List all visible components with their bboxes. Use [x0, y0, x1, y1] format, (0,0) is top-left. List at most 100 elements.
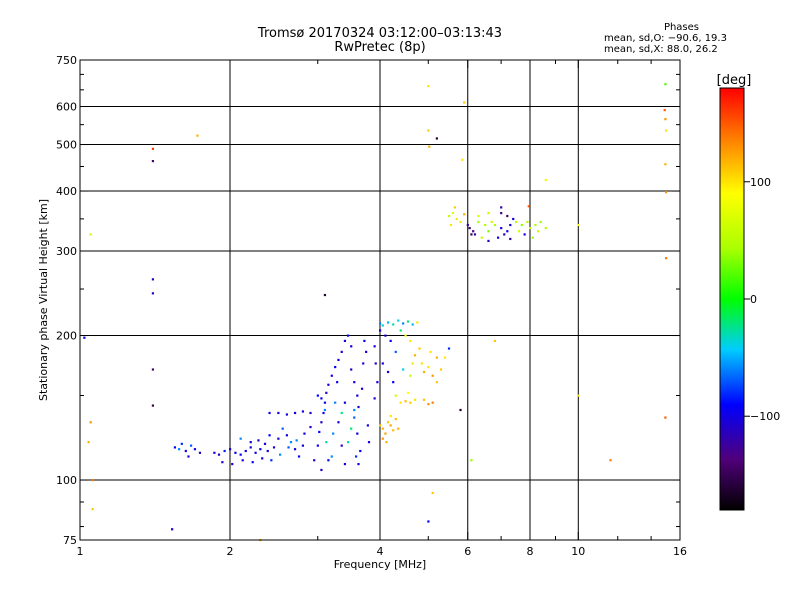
- data-point: [459, 408, 462, 412]
- y-tick-label: 400: [56, 185, 77, 198]
- data-point: [350, 368, 353, 371]
- data-point: [316, 444, 319, 447]
- data-point: [323, 408, 327, 412]
- data-point: [459, 220, 462, 224]
- colorbar: [deg] 100 0 −100: [717, 73, 780, 511]
- colorbar-tick-label: 100: [750, 176, 771, 189]
- data-point: [422, 398, 426, 401]
- data-point: [463, 213, 466, 216]
- data-point: [470, 459, 473, 462]
- data-point: [379, 329, 382, 332]
- y-tick-label: 500: [56, 139, 77, 152]
- data-point: [309, 425, 312, 429]
- data-point: [523, 233, 526, 236]
- data-point: [431, 491, 434, 495]
- data-point: [373, 345, 376, 348]
- data-point: [91, 479, 94, 482]
- data-point: [366, 424, 369, 427]
- x-tick-label: 8: [527, 545, 534, 558]
- data-point: [665, 191, 668, 194]
- data-point: [506, 230, 509, 233]
- data-point: [180, 442, 183, 445]
- data-point: [336, 381, 339, 384]
- data-point: [394, 350, 397, 353]
- data-point: [404, 400, 407, 403]
- data-point: [379, 424, 382, 427]
- data-point: [420, 362, 423, 365]
- data-point: [381, 427, 384, 430]
- data-point: [384, 334, 387, 337]
- data-point: [239, 437, 242, 440]
- data-point: [320, 421, 323, 424]
- data-point: [422, 370, 426, 374]
- data-point: [427, 85, 430, 88]
- phases-summary: Phases mean, sd,O: −90.6, 19.3 mean, sd,…: [604, 22, 727, 55]
- data-point: [313, 459, 316, 462]
- data-point: [249, 446, 252, 449]
- colorbar-tick-label: 0: [750, 293, 757, 306]
- data-point: [221, 461, 224, 464]
- data-point: [463, 101, 466, 104]
- data-point: [320, 468, 323, 472]
- data-point: [663, 109, 666, 112]
- data-point: [381, 324, 384, 327]
- data-point: [89, 233, 92, 236]
- data-point: [360, 387, 364, 390]
- data-point: [500, 227, 503, 230]
- data-point: [429, 350, 432, 353]
- data-point: [346, 441, 350, 444]
- data-point: [293, 448, 297, 451]
- data-point: [257, 439, 260, 442]
- data-point: [343, 401, 347, 404]
- data-point: [526, 220, 529, 224]
- data-point: [367, 441, 371, 444]
- data-point: [389, 424, 392, 427]
- data-point: [449, 223, 453, 227]
- data-point: [427, 129, 430, 132]
- data-point: [173, 446, 177, 449]
- data-point: [411, 362, 414, 365]
- data-point: [151, 368, 155, 371]
- data-point: [285, 413, 288, 416]
- data-point: [293, 411, 297, 415]
- data-point: [177, 448, 181, 451]
- data-point: [325, 391, 328, 394]
- data-point: [394, 394, 397, 397]
- data-point: [327, 383, 330, 386]
- data-point: [229, 448, 232, 451]
- data-point: [379, 322, 382, 325]
- data-point: [363, 339, 366, 343]
- data-point: [500, 206, 503, 209]
- data-point: [334, 401, 337, 404]
- y-tick-label: 300: [56, 245, 77, 258]
- data-point: [89, 421, 92, 424]
- data-point: [193, 448, 197, 451]
- data-point: [356, 432, 359, 435]
- data-point: [337, 358, 340, 362]
- data-point: [266, 449, 269, 453]
- data-point: [472, 230, 475, 233]
- data-point: [287, 446, 290, 449]
- data-point: [394, 418, 397, 421]
- data-point: [343, 339, 347, 343]
- data-point: [399, 401, 402, 404]
- colorbar-tick-label: −100: [750, 410, 780, 423]
- data-point: [455, 217, 458, 221]
- data-point: [461, 158, 464, 161]
- chart-title-line2: RwPretec (8p): [334, 40, 426, 55]
- data-point: [353, 408, 356, 412]
- data-point: [493, 339, 497, 343]
- data-point: [249, 441, 252, 444]
- data-point: [399, 329, 402, 332]
- data-point: [241, 459, 244, 462]
- chart-title-line1: Tromsø 20170324 03:12:00–03:13:43: [257, 26, 503, 41]
- data-point: [427, 520, 430, 523]
- x-axis-label: Frequency [MHz]: [334, 558, 426, 571]
- data-point: [392, 429, 395, 432]
- data-point: [577, 394, 580, 397]
- data-point: [309, 411, 312, 415]
- data-point: [353, 381, 356, 384]
- data-point: [386, 370, 390, 374]
- data-point: [316, 394, 319, 397]
